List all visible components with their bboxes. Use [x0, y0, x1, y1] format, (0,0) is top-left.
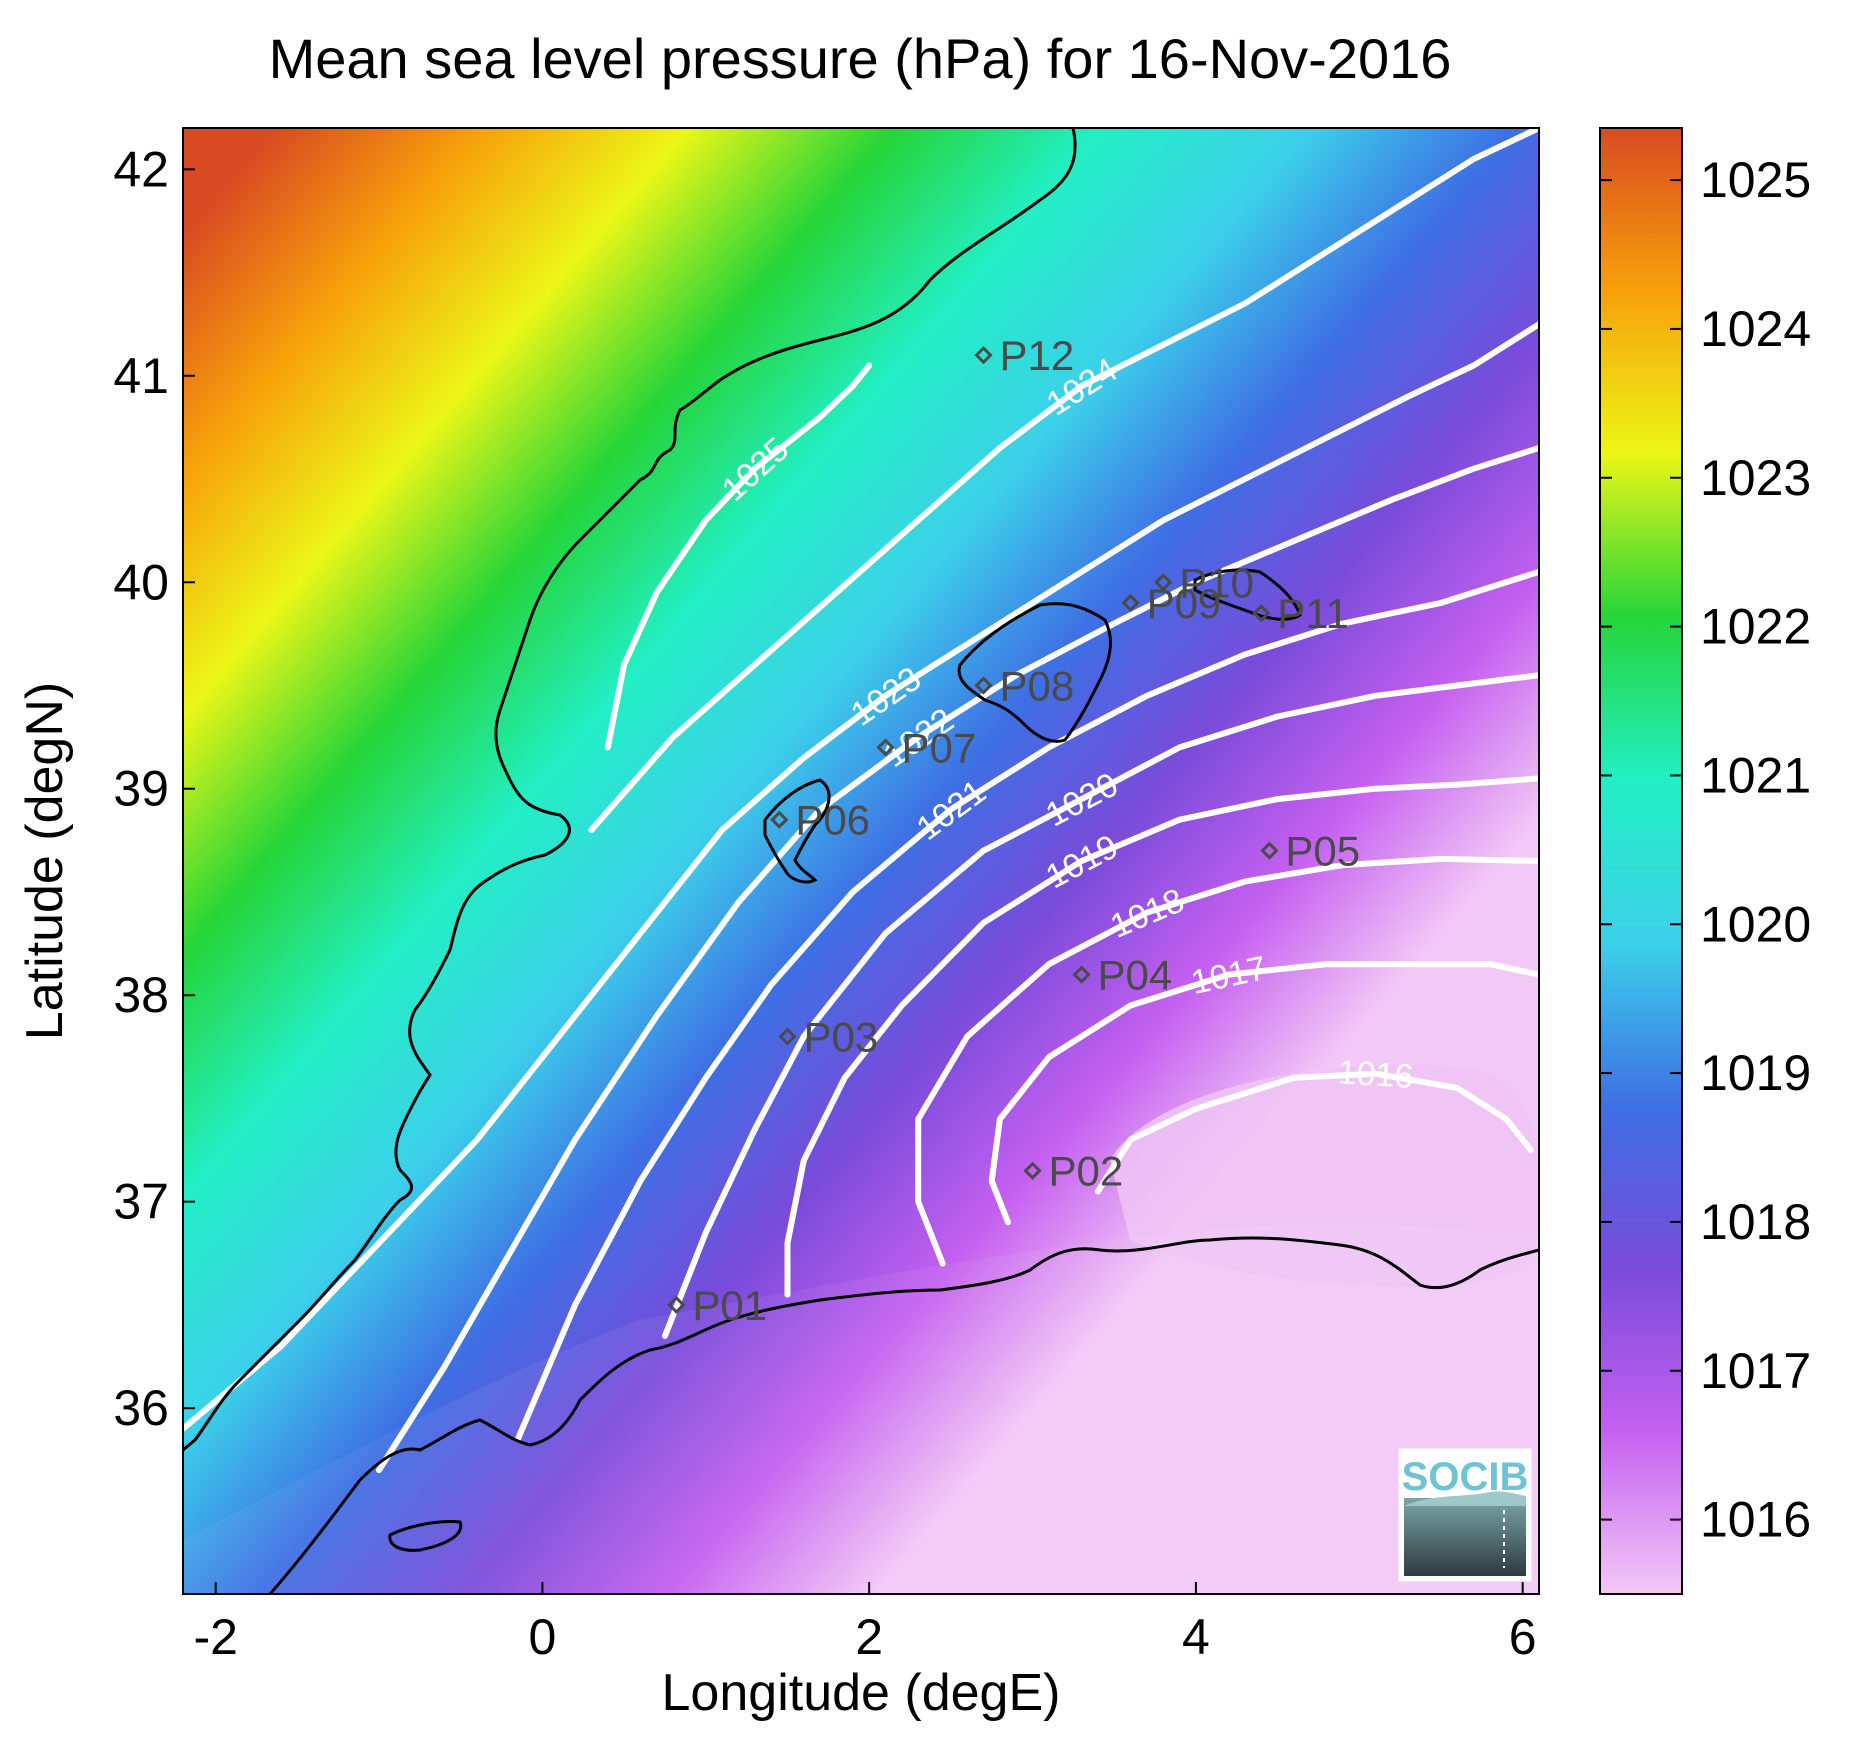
africa-landmass-tint — [183, 1225, 1539, 1594]
isobar-1020 — [662, 672, 1539, 1339]
y-tick-label: 40 — [113, 554, 169, 610]
socib-logo-text: SOCIB — [1402, 1455, 1529, 1499]
x-tick-label: -2 — [193, 1609, 237, 1665]
station-marker — [974, 676, 993, 695]
station-label: P12 — [1000, 332, 1075, 379]
station-label: P03 — [803, 1014, 878, 1061]
low-pressure-core — [1110, 1064, 1539, 1287]
station-marker — [1260, 841, 1279, 860]
menorca-coastline — [1193, 568, 1302, 621]
isobar-1021 — [514, 568, 1539, 1443]
colorbar-ticks: 1016 1017 1018 1019 1020 1021 1022 1023 1024 1025 — [1600, 152, 1811, 1548]
colorbar-tick-label: 1020 — [1700, 896, 1811, 952]
station-marker — [1072, 965, 1091, 984]
y-tick-label: 39 — [113, 761, 169, 817]
station-label: P01 — [692, 1282, 767, 1329]
station-label: P07 — [902, 724, 977, 771]
colorbar-tick-label: 1024 — [1700, 301, 1811, 357]
y-tick-label: 38 — [113, 967, 169, 1023]
isobar-1025 — [604, 362, 873, 751]
colorbar-tick-label: 1025 — [1700, 152, 1811, 208]
colorbar-tick-label: 1017 — [1700, 1343, 1811, 1399]
socib-logo: SOCIB — [1398, 1448, 1532, 1582]
north-africa-coastline — [268, 1236, 1539, 1594]
station-marker — [778, 1027, 797, 1046]
colorbar-tick-label: 1023 — [1700, 450, 1811, 506]
isobar-1022 — [376, 445, 1539, 1474]
y-tick-label: 42 — [113, 141, 169, 197]
isobar-1023 — [183, 321, 1539, 1432]
station-label: P04 — [1098, 952, 1173, 999]
colorbar-tick-label: 1016 — [1700, 1492, 1811, 1548]
isobar-1018 — [915, 855, 1539, 1267]
colorbar-fill — [1600, 128, 1682, 1594]
isobar-1017 — [988, 961, 1539, 1226]
station-label: P06 — [795, 797, 870, 844]
coastlines — [183, 128, 1539, 1594]
x-axis-ticks: -2 0 2 4 6 — [193, 1582, 1537, 1665]
x-tick-label: 2 — [855, 1609, 883, 1665]
y-tick-label: 41 — [113, 348, 169, 404]
colorbar-tick-label: 1022 — [1700, 599, 1811, 655]
station-label: P10 — [1179, 559, 1254, 606]
mallorca-coastline — [957, 602, 1112, 743]
station-marker — [974, 346, 993, 365]
colorbar: 1016 1017 1018 1019 1020 1021 1022 1023 1024 1025 — [1599, 127, 1811, 1595]
station-label: P02 — [1049, 1148, 1124, 1195]
station-label: P08 — [1000, 662, 1075, 709]
y-axis-label: Latitude (degN) — [16, 682, 74, 1040]
station-marker — [1252, 604, 1271, 623]
x-tick-label: 4 — [1182, 1609, 1210, 1665]
colorbar-tick-label: 1019 — [1700, 1045, 1811, 1101]
x-axis-label: Longitude (degE) — [662, 1664, 1061, 1722]
plot-frame — [182, 127, 1540, 1595]
station-label: P11 — [1277, 590, 1349, 637]
isobar-label: 1016 — [1337, 1053, 1415, 1096]
station-label: P05 — [1285, 828, 1360, 875]
isobar-1019 — [784, 775, 1539, 1298]
x-tick-label: 6 — [1509, 1609, 1537, 1665]
iberian-coastline — [183, 128, 1077, 1452]
y-axis-ticks: 36 37 38 39 40 41 42 — [113, 141, 195, 1436]
station-marker — [1154, 573, 1173, 592]
y-tick-label: 37 — [113, 1174, 169, 1230]
station-marker — [667, 1295, 686, 1315]
y-tick-label: 36 — [113, 1380, 169, 1436]
colorbar-frame — [1599, 127, 1683, 1595]
isobar-1024 — [588, 128, 1539, 833]
station-marker — [770, 810, 789, 829]
colorbar-tick-label: 1021 — [1700, 747, 1811, 803]
station-marker — [1121, 593, 1140, 613]
colorbar-tick-label: 1018 — [1700, 1194, 1811, 1250]
ibiza-coastline — [763, 778, 831, 884]
chart-title: Mean sea level pressure (hPa) for 16-Nov… — [269, 27, 1452, 90]
station-marker — [1023, 1161, 1042, 1180]
isobar-1016 — [1094, 1070, 1534, 1195]
x-tick-label: 0 — [529, 1609, 557, 1665]
alboran-island-coast — [388, 1520, 463, 1552]
station-marker — [876, 738, 895, 757]
station-label: P09 — [1147, 580, 1222, 627]
